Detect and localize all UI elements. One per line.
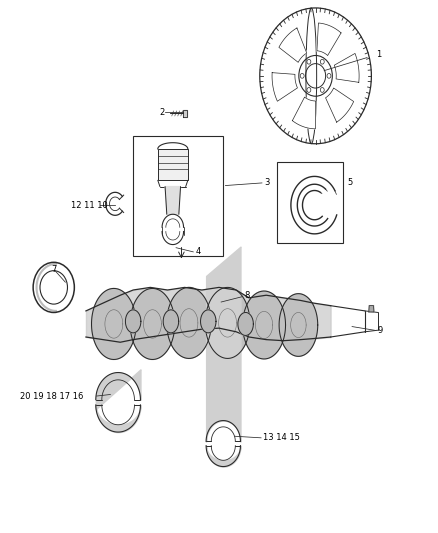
Polygon shape [325,88,353,122]
Polygon shape [163,310,179,333]
Bar [158,149,188,180]
Text: 3: 3 [264,179,269,188]
Text: 2: 2 [159,108,164,117]
Circle shape [307,59,311,64]
Circle shape [307,87,311,92]
Polygon shape [166,287,211,358]
Polygon shape [125,310,141,333]
Polygon shape [272,72,297,101]
Text: 8: 8 [245,290,250,300]
Text: 20 19 18 17 16: 20 19 18 17 16 [20,392,84,400]
Polygon shape [317,23,341,55]
Circle shape [320,87,324,92]
Polygon shape [279,28,307,62]
Text: 12 11 10: 12 11 10 [71,201,108,210]
Text: 5: 5 [348,179,353,188]
Circle shape [300,74,304,78]
Text: 4: 4 [195,247,201,256]
Polygon shape [279,294,318,357]
Polygon shape [201,310,216,333]
Text: 9: 9 [378,326,383,335]
Polygon shape [238,312,253,335]
Circle shape [320,59,324,64]
Polygon shape [369,306,374,312]
Bar [277,162,343,243]
Text: 1: 1 [376,51,381,60]
Polygon shape [205,287,250,358]
Text: 7: 7 [52,264,57,273]
Text: 13 14 15: 13 14 15 [263,433,300,442]
Bar [133,136,223,256]
Polygon shape [292,97,315,129]
Circle shape [327,74,331,78]
Polygon shape [184,110,187,117]
Polygon shape [243,291,286,359]
Polygon shape [334,53,359,82]
Polygon shape [165,187,180,214]
Polygon shape [92,288,136,359]
Polygon shape [130,288,175,359]
